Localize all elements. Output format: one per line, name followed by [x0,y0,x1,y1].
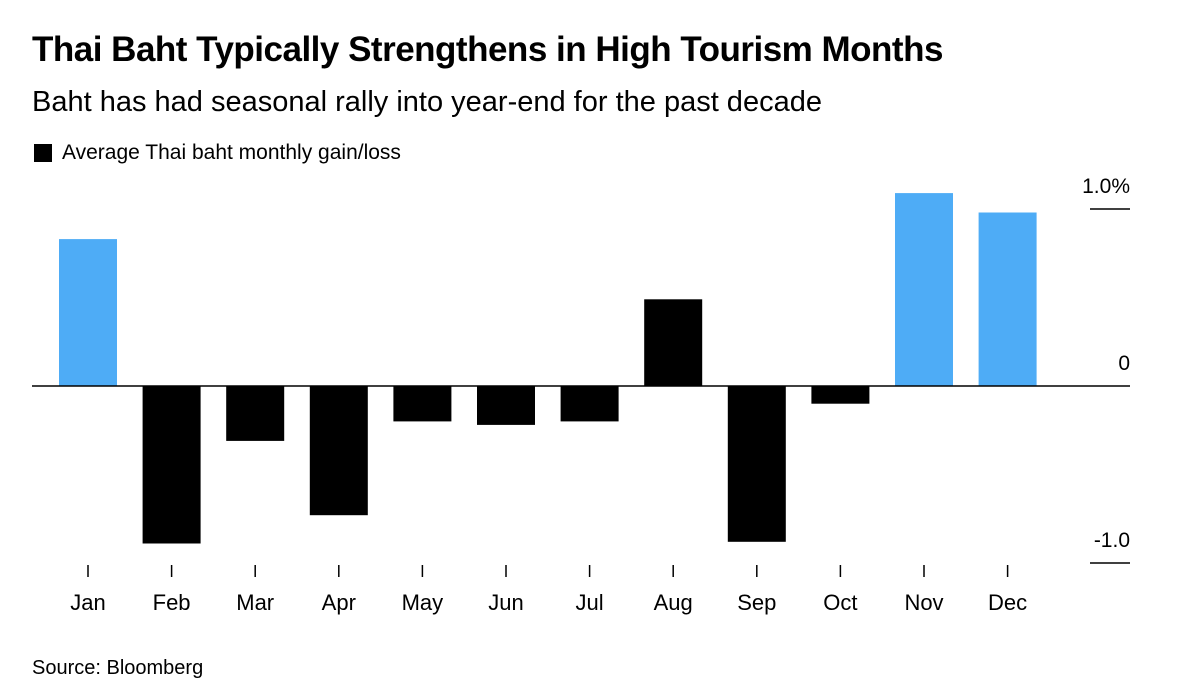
chart-title: Thai Baht Typically Strengthens in High … [32,30,943,69]
bars-group [59,193,1037,544]
x-tick-label-may: May [402,590,444,615]
bar-feb [142,386,201,544]
x-tick-label-apr: Apr [322,590,356,615]
x-tick-label-feb: Feb [153,590,191,615]
x-tick-label-jun: Jun [488,590,523,615]
y-tick-label: 1.0% [1082,175,1130,198]
y-axis: 1.0% 0 -1.0 [1082,175,1130,564]
bar-oct [811,386,870,404]
bar-jun [477,386,535,425]
bar-sep [727,386,786,542]
x-tick-label-nov: Nov [904,590,943,615]
x-tick-label-oct: Oct [823,590,857,615]
legend-label: Average Thai baht monthly gain/loss [62,141,401,164]
x-tick-label-jul: Jul [576,590,604,615]
bar-mar [226,386,285,441]
x-tick-label-aug: Aug [654,590,693,615]
bar-nov [895,193,953,386]
x-axis: Jan Feb Mar Apr May Jun Jul Aug Sep Oct Nov Dec [70,565,1027,615]
bar-apr [309,386,368,516]
chart-subtitle: Baht has had seasonal rally into year-en… [32,86,822,118]
bar-jan [59,239,117,386]
bar-chart: Jan Feb Mar Apr May Jun Jul Aug Sep Oct Nov Dec 1.0… [32,175,1130,615]
x-tick-label-jan: Jan [70,590,105,615]
y-tick-label: -1.0 [1094,529,1130,552]
x-tick-label-sep: Sep [737,590,776,615]
bar-may [393,386,452,422]
bar-dec [978,212,1037,386]
source-note: Source: Bloomberg [32,657,204,679]
x-tick-label-dec: Dec [988,590,1027,615]
y-tick-label: 0 [1118,352,1130,375]
bar-aug [644,299,703,386]
bar-jul [560,386,619,422]
legend-swatch [34,144,52,162]
x-tick-label-mar: Mar [236,590,274,615]
legend: Average Thai baht monthly gain/loss [34,141,401,165]
